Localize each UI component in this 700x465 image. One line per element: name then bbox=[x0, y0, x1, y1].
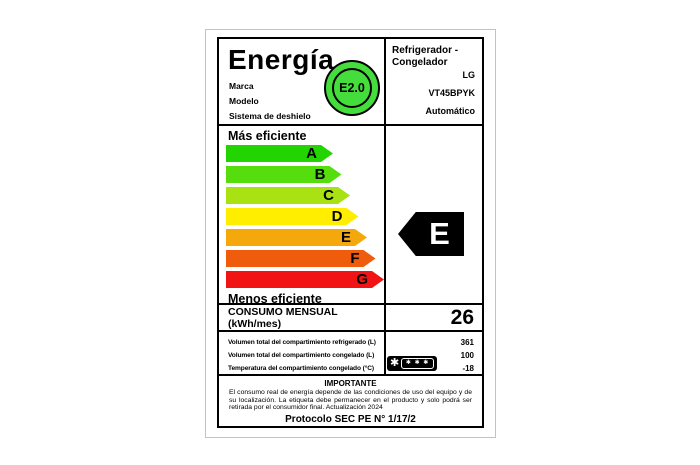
product-type: Refrigerador - Congelador bbox=[392, 45, 459, 68]
grade-letter: G bbox=[356, 271, 368, 288]
label-title: Energía bbox=[228, 44, 335, 75]
grade-bar-b: B bbox=[226, 166, 342, 183]
detail-label: Volumen total del compartimiento refrige… bbox=[228, 339, 376, 347]
detail-label: Volumen total del compartimiento congela… bbox=[228, 352, 375, 360]
details-section: Volumen total del compartimiento refrige… bbox=[219, 330, 482, 375]
details-right-column: 361 100 -18 ✱ ✱ ✱ ✱ bbox=[386, 332, 482, 374]
grade-bar-a: A bbox=[226, 145, 333, 162]
snowflake-star-icon: ✱ bbox=[390, 357, 400, 370]
detail-value: 100 bbox=[460, 351, 474, 361]
grade-letter: D bbox=[331, 208, 343, 225]
energy-label: Energía Marca Modelo Sistema de deshielo… bbox=[205, 29, 496, 438]
consumption-label: CONSUMO MENSUAL (kWh/mes) bbox=[228, 305, 338, 330]
rating-letter: E bbox=[429, 216, 450, 251]
grade-letter: E bbox=[340, 229, 351, 246]
field-marca: Marca bbox=[229, 81, 254, 91]
grade-letter: F bbox=[350, 250, 360, 267]
product-defrost: Automático bbox=[425, 106, 476, 116]
field-sistema-deshielo: Sistema de deshielo bbox=[229, 111, 311, 121]
detail-value: -18 bbox=[462, 364, 474, 374]
less-efficient-label: Menos eficiente bbox=[228, 292, 322, 306]
grade-bar-g: G bbox=[226, 271, 384, 288]
grade-bar-e: E bbox=[226, 229, 367, 246]
energy-label-frame: Energía Marca Modelo Sistema de deshielo… bbox=[217, 37, 484, 428]
three-star-box-icon: ✱ ✱ ✱ bbox=[401, 358, 434, 370]
consumption-value-cell: 26 bbox=[386, 305, 482, 330]
grade-letter: C bbox=[323, 187, 334, 204]
grade-letter: A bbox=[306, 145, 317, 162]
product-brand: LG bbox=[462, 70, 476, 80]
header-section: Energía Marca Modelo Sistema de deshielo… bbox=[219, 39, 482, 124]
product-model: VT45BPYK bbox=[428, 88, 475, 98]
consumption-value: 26 bbox=[450, 306, 474, 329]
important-heading: IMPORTANTE bbox=[324, 379, 377, 389]
header-left-column: Energía Marca Modelo Sistema de deshielo… bbox=[219, 39, 386, 124]
efficiency-index-value: E2.0 bbox=[332, 68, 372, 108]
rating-column: E bbox=[386, 126, 482, 303]
details-labels: Volumen total del compartimiento refrige… bbox=[219, 332, 384, 375]
details-left-column: Volumen total del compartimiento refrige… bbox=[219, 332, 386, 375]
consumption-section: CONSUMO MENSUAL (kWh/mes) 26 bbox=[219, 303, 482, 331]
important-body-text: El consumo real de energía depende de la… bbox=[229, 389, 472, 412]
important-notice-section: IMPORTANTE El consumo real de energía de… bbox=[219, 374, 482, 426]
grade-bar-f: F bbox=[226, 250, 376, 267]
header-right-column: Refrigerador - Congelador LG VT45BPYK Au… bbox=[386, 39, 482, 124]
grade-bar-c: C bbox=[226, 187, 350, 204]
efficiency-index-badge: E2.0 bbox=[324, 60, 380, 116]
details-values: 361 100 -18 bbox=[461, 336, 474, 375]
field-modelo: Modelo bbox=[229, 96, 259, 106]
protocol-reference: Protocolo SEC PE N° 1/17/2 bbox=[285, 414, 416, 425]
detail-label: Temperatura del compartimiento congelado… bbox=[228, 365, 375, 373]
freezer-star-rating-icon: ✱ ✱ ✱ ✱ bbox=[387, 356, 437, 372]
product-info: LG VT45BPYK Automático bbox=[426, 66, 476, 120]
header-fields: Marca Modelo Sistema de deshielo bbox=[219, 79, 384, 124]
grade-bar-d: D bbox=[226, 208, 359, 225]
more-efficient-label: Más eficiente bbox=[228, 129, 307, 143]
grade-letter: B bbox=[314, 166, 326, 183]
rating-arrow-icon: E bbox=[398, 212, 464, 256]
detail-value: 361 bbox=[460, 338, 474, 348]
consumption-label-cell: CONSUMO MENSUAL (kWh/mes) bbox=[219, 305, 386, 331]
